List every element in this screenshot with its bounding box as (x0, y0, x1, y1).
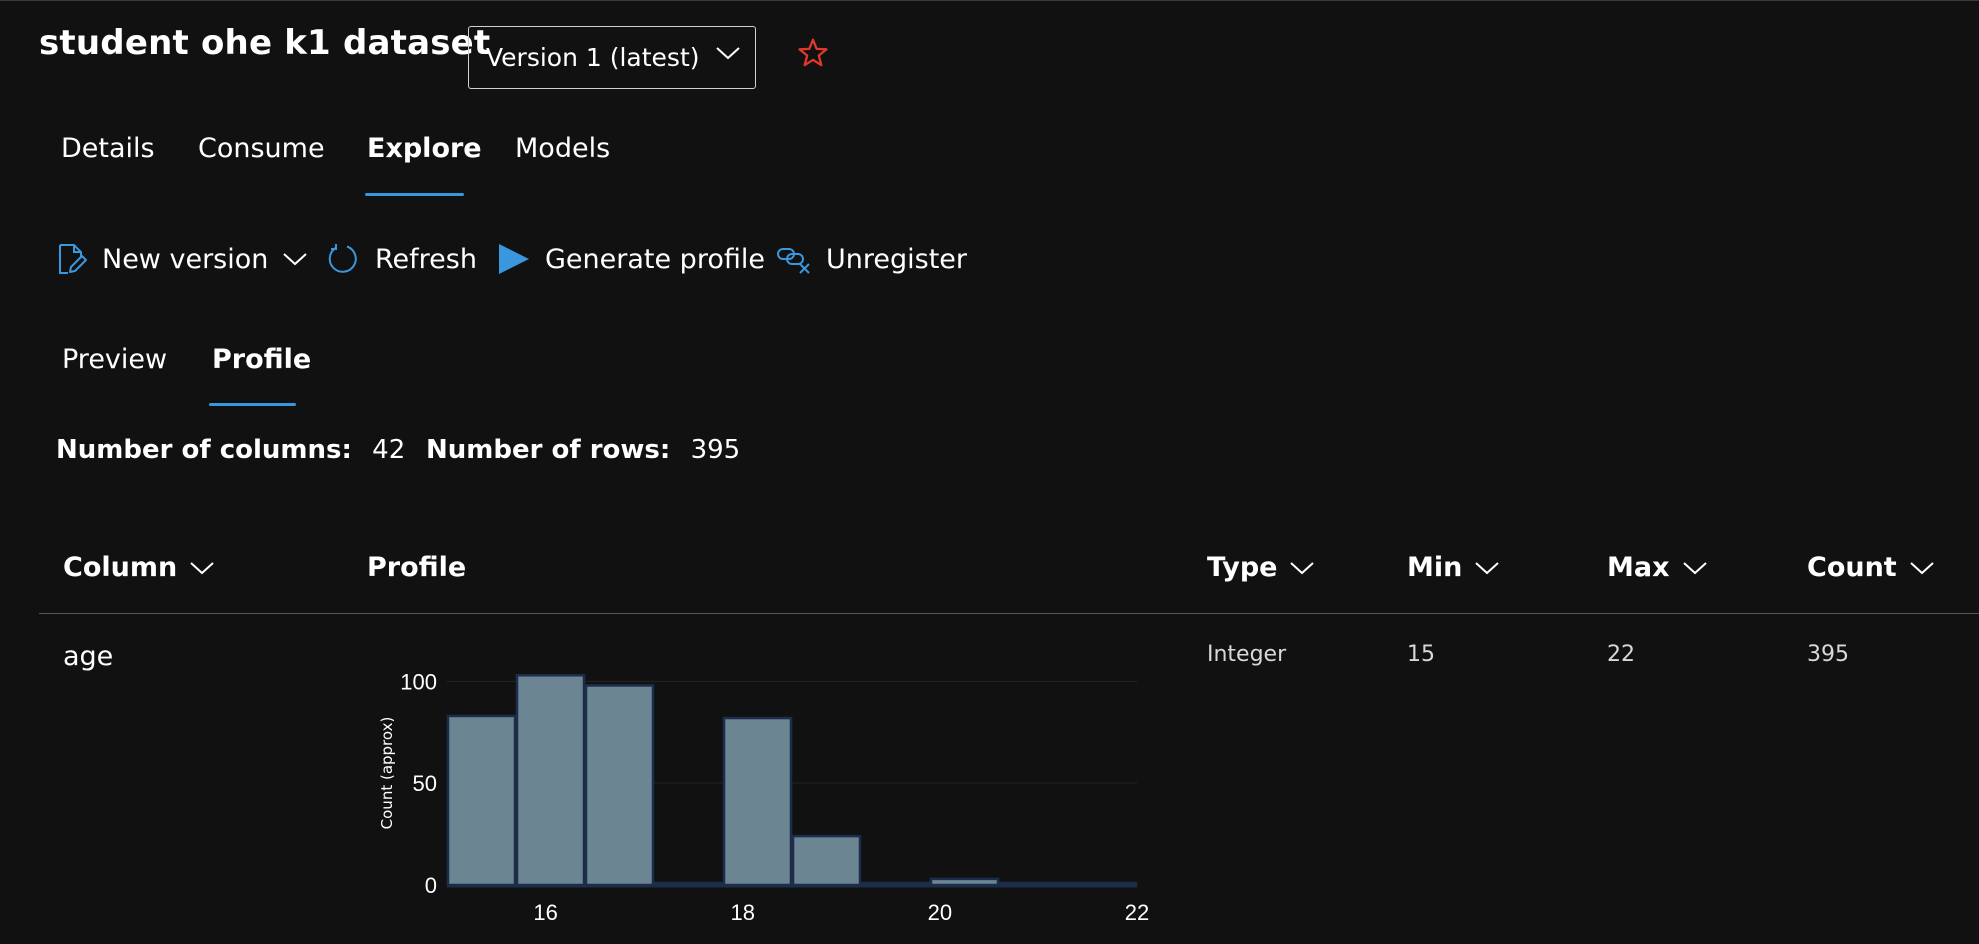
x-tick-label: 16 (533, 900, 557, 925)
x-tick-label: 18 (730, 900, 754, 925)
header-profile-label: Profile (367, 552, 467, 583)
refresh-label: Refresh (375, 243, 477, 275)
cell-min: 15 (1407, 642, 1435, 667)
active-subtab-indicator (209, 403, 296, 406)
y-tick-label: 50 (413, 771, 437, 796)
chevron-down-icon (1289, 560, 1315, 576)
header-type[interactable]: Type (1207, 552, 1315, 583)
tab-explore[interactable]: Explore (367, 133, 482, 164)
x-tick-label: 20 (928, 900, 952, 925)
unregister-button[interactable]: Unregister (776, 239, 967, 279)
row-count-value: 395 (690, 435, 741, 465)
y-axis-label: Count (approx) (378, 717, 396, 830)
column-count-label: Number of columns: (56, 435, 352, 465)
tab-models[interactable]: Models (515, 133, 611, 164)
version-dropdown[interactable]: Version 1 (latest) (468, 26, 756, 89)
active-tab-indicator (365, 193, 464, 196)
cell-max: 22 (1607, 642, 1635, 667)
chevron-down-icon (715, 45, 741, 65)
new-version-button[interactable]: New version (56, 239, 308, 279)
unregister-label: Unregister (826, 243, 967, 275)
header-profile: Profile (367, 552, 466, 583)
profile-histogram: 0 50 100 16 18 20 22 Count (approx) (370, 651, 1150, 944)
row-count-label: Number of rows: (426, 435, 671, 465)
histogram-bar (446, 714, 517, 887)
tab-details[interactable]: Details (61, 133, 155, 164)
tab-profile[interactable]: Profile (212, 344, 312, 375)
cell-type: Integer (1207, 642, 1287, 667)
column-count-value: 42 (372, 435, 406, 465)
histogram-svg: 0 50 100 16 18 20 22 Count (approx) (378, 669, 1149, 925)
row-count-stat: Number of rows: 395 (426, 435, 740, 465)
refresh-icon (325, 241, 361, 277)
histogram-bar (722, 716, 793, 887)
chevron-down-icon (189, 560, 215, 576)
generate-profile-label: Generate profile (545, 243, 765, 275)
table-header-divider (39, 613, 1979, 614)
generate-profile-button[interactable]: Generate profile (497, 239, 765, 279)
chevron-down-icon (1474, 560, 1500, 576)
histogram-bar (791, 834, 862, 887)
chevron-down-icon (1909, 560, 1935, 576)
header-type-label: Type (1207, 552, 1278, 583)
histogram-bar (929, 877, 1000, 887)
refresh-button[interactable]: Refresh (325, 239, 477, 279)
page-title: student ohe k1 dataset (39, 23, 491, 63)
header-count[interactable]: Count (1807, 552, 1935, 583)
play-icon (497, 242, 531, 276)
cell-column-name: age (63, 641, 114, 672)
y-tick-label: 0 (425, 873, 437, 898)
header-max[interactable]: Max (1607, 552, 1708, 583)
header-min-label: Min (1407, 552, 1463, 583)
column-count-stat: Number of columns: 42 (56, 435, 405, 465)
header-column[interactable]: Column (63, 552, 215, 583)
header-min[interactable]: Min (1407, 552, 1500, 583)
unlink-icon (776, 242, 812, 276)
version-dropdown-label: Version 1 (latest) (486, 43, 700, 72)
chevron-down-icon (282, 251, 308, 267)
chevron-down-icon (1682, 560, 1708, 576)
header-count-label: Count (1807, 552, 1897, 583)
header-column-label: Column (63, 552, 178, 583)
edit-document-icon (56, 242, 88, 276)
y-tick-label: 100 (400, 669, 437, 694)
x-tick-label: 22 (1125, 900, 1149, 925)
favorite-star-icon[interactable] (796, 36, 830, 74)
header-max-label: Max (1607, 552, 1670, 583)
main-tabs: Details Consume Explore Models (0, 133, 700, 197)
tab-preview[interactable]: Preview (62, 344, 168, 375)
cell-count: 395 (1807, 642, 1849, 667)
tab-consume[interactable]: Consume (198, 133, 325, 164)
histogram-bar (515, 674, 586, 887)
new-version-label: New version (102, 243, 269, 275)
histogram-bar (584, 684, 655, 887)
explore-subtabs: Preview Profile (0, 344, 400, 408)
